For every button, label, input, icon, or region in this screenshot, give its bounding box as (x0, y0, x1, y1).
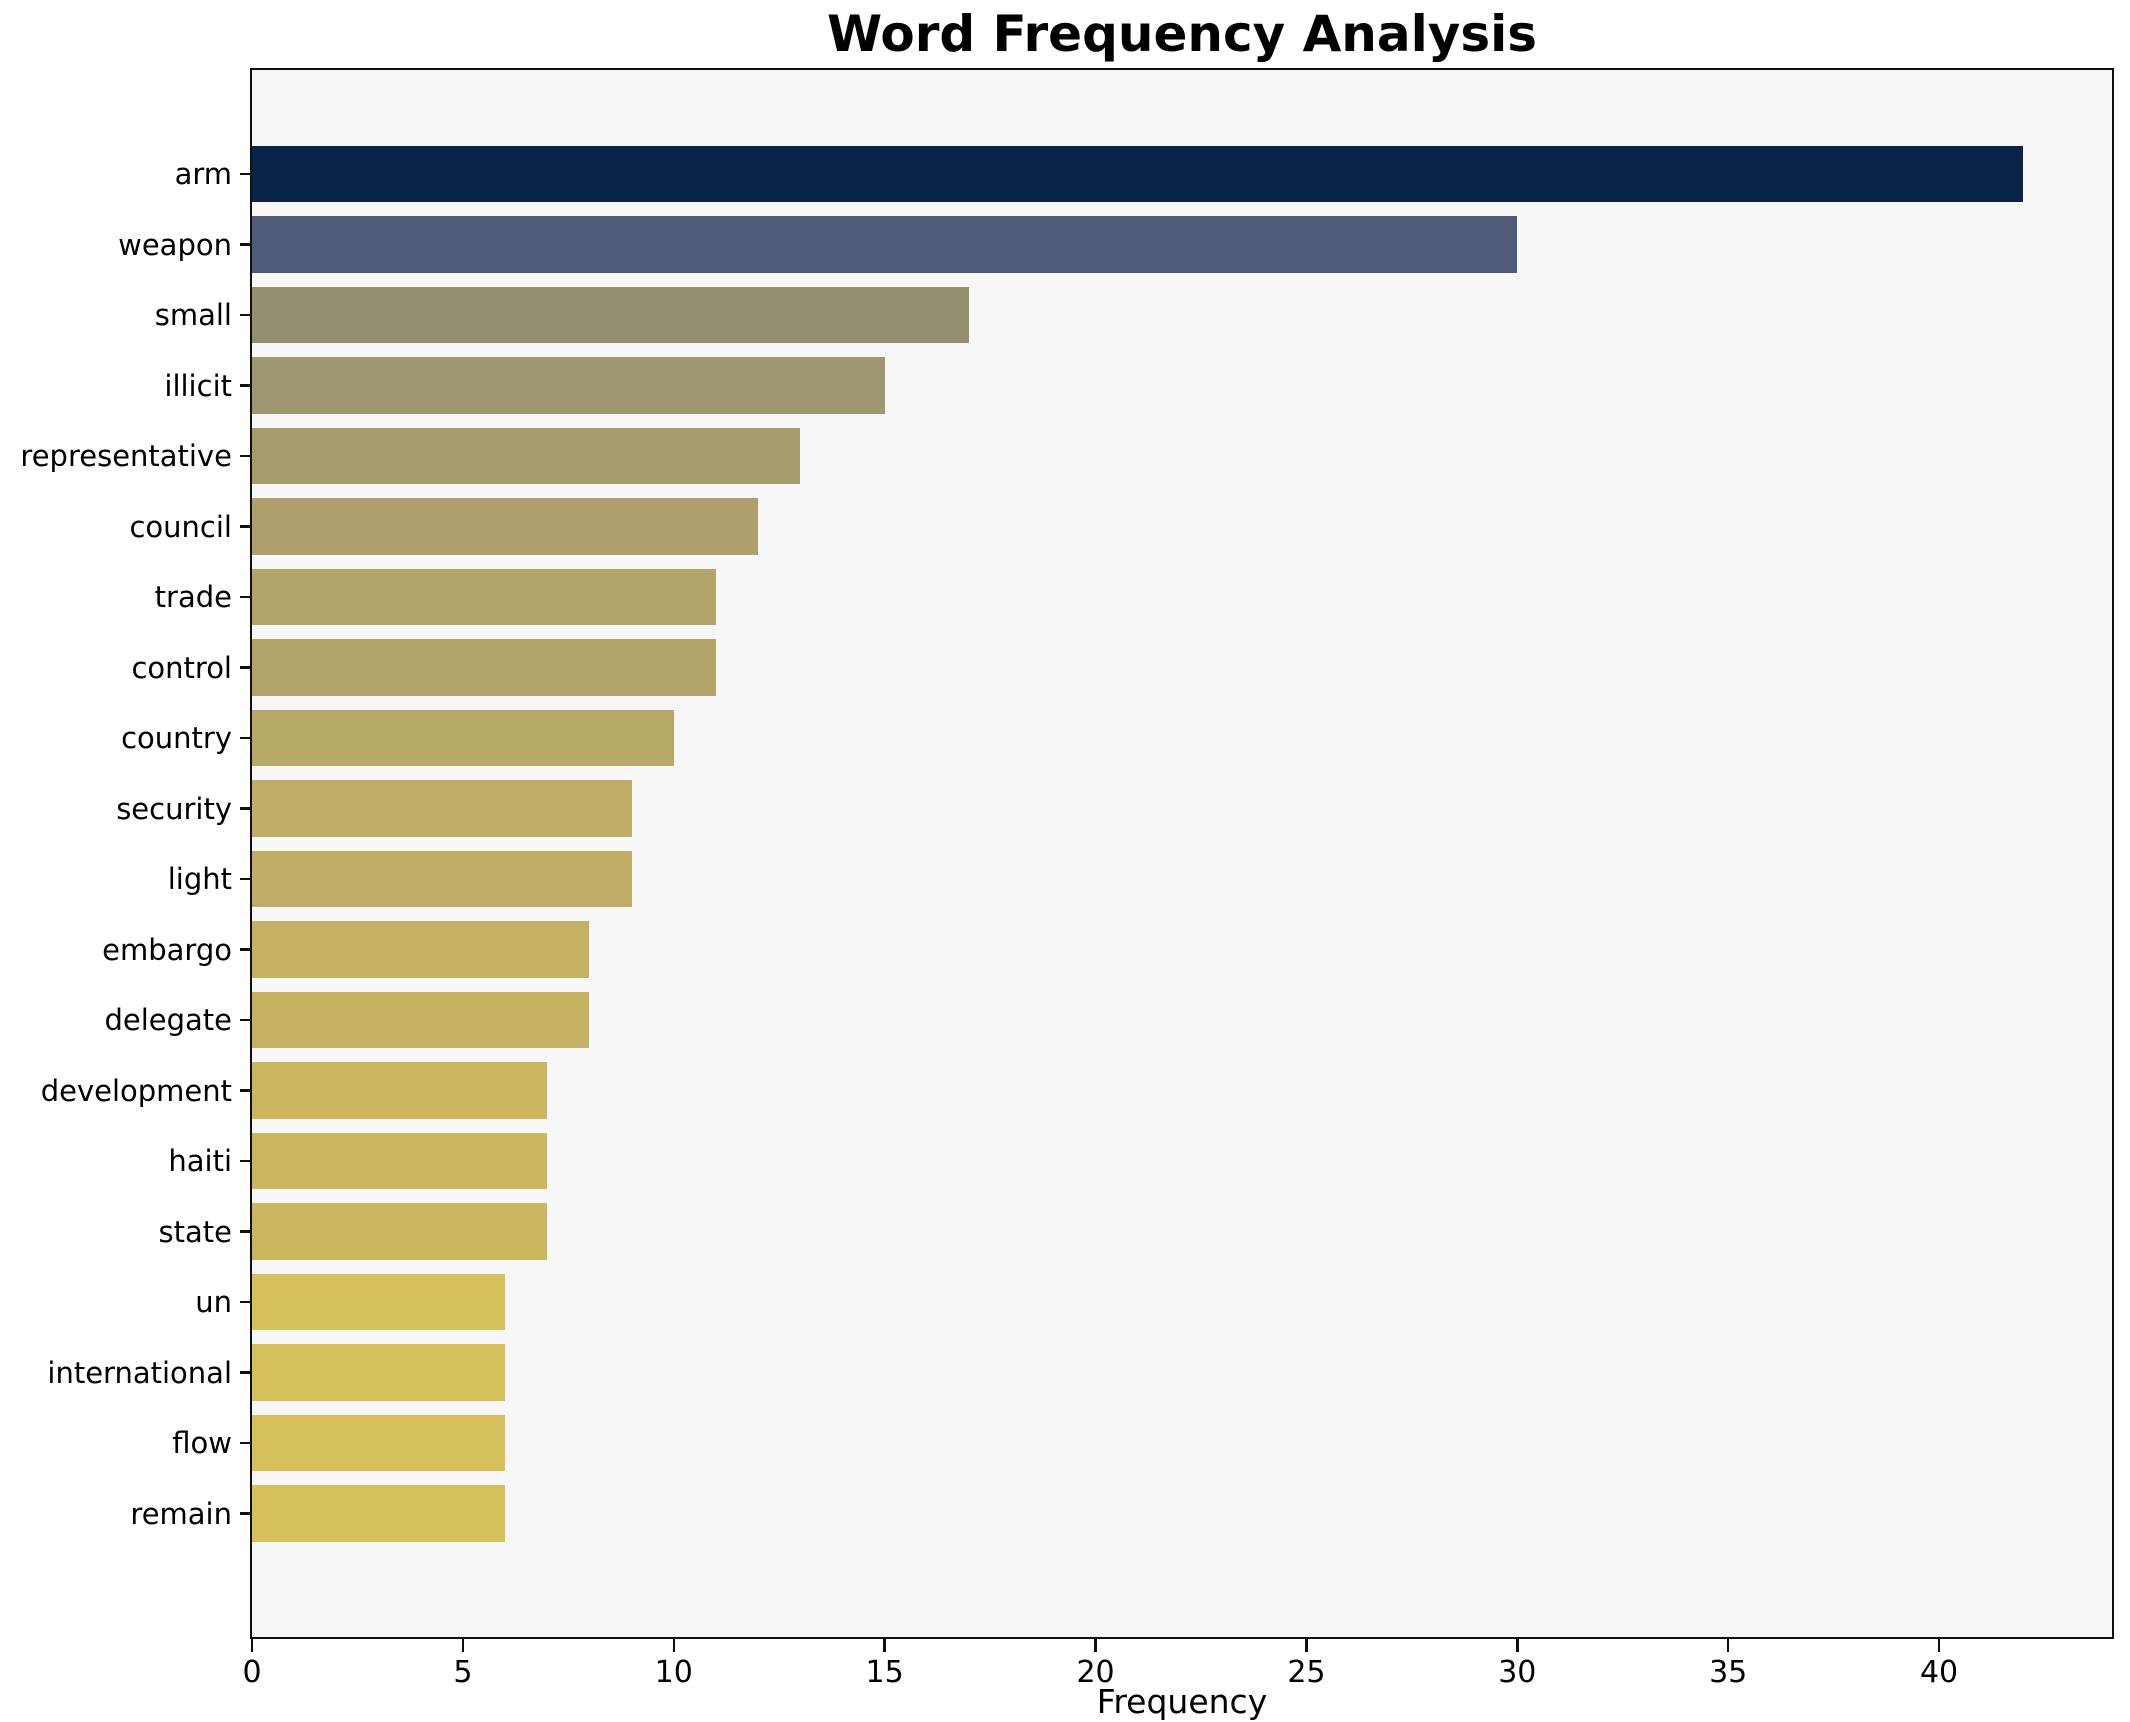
bar-control (252, 639, 716, 696)
xtick-label-5: 5 (453, 1655, 473, 1690)
ytick-mark-un (240, 1300, 251, 1304)
chart-title: Word Frequency Analysis (826, 5, 1538, 63)
bar-arm (252, 145, 2024, 203)
bar-delegate (252, 991, 590, 1049)
bar-security (252, 780, 632, 837)
xtick-label-40: 40 (1919, 1655, 1959, 1690)
xtick-label-10: 10 (654, 1655, 693, 1690)
ytick-label-international: international (47, 1355, 232, 1390)
ytick-label-country: country (121, 721, 232, 755)
xtick-label-30: 30 (1498, 1655, 1537, 1690)
xtick-label-15: 15 (865, 1655, 904, 1690)
xtick-mark-10 (672, 1639, 676, 1652)
xtick-mark-35 (1726, 1639, 1730, 1652)
bar-embargo (252, 921, 590, 978)
ytick-label-remain: remain (130, 1496, 232, 1531)
ytick-label-council: council (129, 509, 232, 544)
ytick-mark-remain (240, 1512, 251, 1515)
ytick-mark-small (240, 313, 251, 317)
xtick-label-35: 35 (1709, 1655, 1748, 1690)
ytick-mark-haiti (240, 1159, 251, 1163)
ytick-mark-illicit (240, 384, 251, 387)
ytick-label-haiti: haiti (168, 1144, 232, 1178)
ytick-mark-delegate (240, 1018, 251, 1022)
x-axis-label: Frequency (1096, 1682, 1268, 1721)
xtick-mark-40 (1937, 1639, 1941, 1652)
bar-trade (252, 568, 716, 626)
ytick-mark-light (240, 877, 251, 881)
ytick-label-small: small (154, 298, 232, 332)
xtick-mark-25 (1305, 1639, 1308, 1652)
bar-state (252, 1203, 548, 1260)
ytick-label-embargo: embargo (102, 932, 232, 967)
xtick-mark-15 (883, 1639, 886, 1652)
xtick-mark-20 (1094, 1639, 1097, 1652)
ytick-label-delegate: delegate (104, 1003, 232, 1037)
ytick-label-weapon: weapon (118, 227, 232, 262)
ytick-mark-council (240, 525, 251, 528)
ytick-mark-state (240, 1230, 251, 1233)
xtick-mark-30 (1516, 1639, 1519, 1652)
ytick-label-representative: representative (20, 439, 232, 473)
xtick-label-0: 0 (242, 1655, 262, 1690)
bar-light (252, 850, 632, 908)
ytick-mark-representative (240, 454, 251, 458)
ytick-label-trade: trade (154, 580, 232, 614)
bar-international (252, 1344, 506, 1401)
bar-un (252, 1273, 506, 1331)
xtick-mark-0 (250, 1639, 254, 1652)
xtick-mark-5 (461, 1639, 465, 1652)
bar-haiti (252, 1132, 548, 1190)
bar-weapon (252, 216, 1518, 273)
bar-remain (252, 1485, 506, 1542)
ytick-label-development: development (40, 1073, 232, 1108)
ytick-label-control: control (131, 650, 232, 685)
xtick-label-25: 25 (1287, 1655, 1326, 1690)
bar-flow (252, 1414, 506, 1472)
ytick-mark-country (240, 736, 251, 740)
ytick-mark-security (240, 807, 251, 810)
ytick-mark-weapon (240, 243, 251, 246)
ytick-mark-control (240, 666, 251, 669)
bar-illicit (252, 357, 885, 414)
ytick-label-un: un (195, 1285, 232, 1319)
ytick-mark-embargo (240, 948, 251, 951)
ytick-label-light: light (167, 862, 232, 896)
xtick-label-20: 20 (1076, 1655, 1115, 1690)
ytick-mark-flow (240, 1441, 251, 1445)
ytick-label-arm: arm (174, 157, 232, 191)
bar-country (252, 709, 674, 767)
ytick-label-state: state (158, 1214, 232, 1249)
ytick-mark-arm (240, 172, 251, 176)
ytick-label-security: security (116, 791, 232, 826)
bar-council (252, 498, 759, 555)
bar-small (252, 286, 969, 344)
ytick-mark-development (240, 1089, 251, 1092)
ytick-label-illicit: illicit (164, 368, 232, 403)
bar-representative (252, 427, 801, 485)
ytick-mark-international (240, 1371, 251, 1374)
ytick-label-flow: flow (172, 1426, 232, 1460)
bar-development (252, 1062, 548, 1119)
ytick-mark-trade (240, 595, 251, 599)
